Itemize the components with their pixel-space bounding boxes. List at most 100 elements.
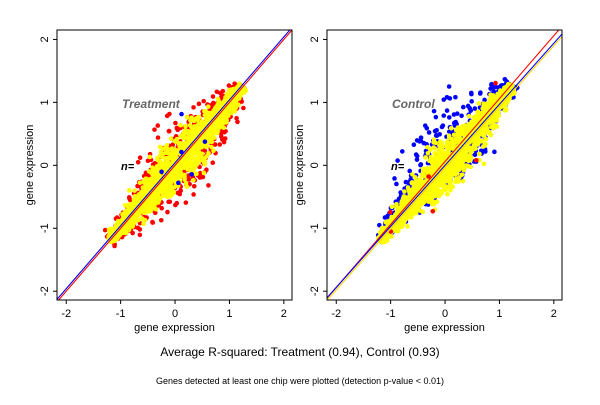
footnote: Genes detected at least one chip were pl… — [156, 376, 444, 386]
bulk-point — [467, 114, 472, 119]
bulk-point — [206, 111, 211, 116]
outlier-point — [184, 200, 189, 205]
bulk-point — [141, 185, 146, 190]
sparse-point — [203, 139, 208, 144]
bulk-point — [138, 181, 143, 186]
bulk-point — [493, 124, 498, 129]
bulk-point — [475, 142, 480, 147]
outlier-point — [478, 91, 483, 96]
bulk-point — [438, 146, 443, 151]
bulk-point — [227, 88, 232, 93]
x-tick-label: 1 — [226, 308, 232, 320]
bulk-point — [198, 123, 203, 128]
bulk-point — [449, 126, 454, 131]
bulk-point — [130, 224, 135, 229]
outlier-point — [427, 130, 432, 135]
outlier-point — [503, 77, 508, 82]
outlier-point — [467, 106, 472, 111]
bulk-point — [458, 166, 463, 171]
outlier-point — [138, 233, 143, 238]
bulk-point — [165, 143, 170, 148]
outlier-point — [415, 138, 420, 143]
outlier-point — [469, 91, 474, 96]
bulk-point — [202, 121, 207, 126]
bulk-point — [123, 203, 128, 208]
outlier-point — [459, 114, 464, 119]
outlier-point — [186, 177, 191, 182]
bulk-point — [468, 158, 473, 163]
outlier-point — [174, 126, 179, 131]
bulk-point — [477, 101, 482, 106]
outlier-point — [175, 201, 180, 206]
bulk-point — [165, 180, 170, 185]
bulk-point — [162, 191, 167, 196]
bulk-point — [477, 152, 482, 157]
bulk-point — [132, 198, 137, 203]
bulk-point — [183, 128, 188, 133]
outlier-point — [440, 125, 445, 130]
bulk-point — [487, 97, 492, 102]
bulk-point — [429, 155, 434, 160]
bulk-point — [216, 102, 221, 107]
outlier-point — [385, 214, 390, 219]
bulk-point — [462, 166, 467, 171]
y-axis-label: gene expression — [24, 125, 36, 206]
outlier-point — [152, 127, 157, 132]
bulk-point — [444, 152, 449, 157]
outlier-point — [441, 113, 446, 118]
x-axis-label: gene expression — [134, 322, 215, 334]
bulk-point — [410, 180, 415, 185]
outlier-point — [166, 200, 171, 205]
outlier-point — [138, 227, 143, 232]
y-tick-label: -2 — [39, 286, 51, 296]
bulk-point — [381, 239, 386, 244]
outlier-point — [156, 135, 161, 140]
outlier-point — [127, 196, 132, 201]
bulk-point — [151, 176, 156, 181]
bulk-point — [185, 184, 190, 189]
bulk-point — [193, 130, 198, 135]
bulk-point — [187, 156, 192, 161]
bulk-point — [206, 151, 211, 156]
bulk-point — [390, 205, 395, 210]
outlier-point — [201, 99, 206, 104]
outlier-point — [488, 86, 493, 91]
bulk-point — [407, 189, 412, 194]
bulk-point — [421, 201, 426, 206]
sparse-point — [176, 181, 181, 186]
bulk-point — [445, 192, 450, 197]
outlier-point — [177, 192, 182, 197]
bulk-point — [165, 151, 170, 156]
bulk-point — [181, 162, 186, 167]
bulk-point — [155, 158, 160, 163]
bulk-point — [169, 136, 174, 141]
bulk-point — [158, 164, 163, 169]
y-tick-label: 2 — [39, 36, 51, 42]
n-annotation: n= — [121, 161, 135, 173]
bulk-point — [194, 172, 199, 177]
bulk-point — [201, 135, 206, 140]
outlier-point — [191, 105, 196, 110]
outlier-point — [447, 115, 452, 120]
bulk-point — [178, 123, 183, 128]
outlier-point — [210, 160, 215, 165]
bulk-point — [388, 234, 393, 239]
bulk-point — [423, 155, 428, 160]
bulk-point — [413, 175, 418, 180]
bulk-point — [189, 134, 194, 139]
outlier-point — [227, 83, 232, 88]
bulk-point — [482, 162, 487, 167]
bulk-point — [147, 202, 152, 207]
bulk-point — [468, 147, 473, 152]
bulk-point — [173, 139, 178, 144]
bulk-point — [143, 218, 148, 223]
outlier-point — [423, 123, 428, 128]
bulk-point — [118, 219, 123, 224]
outlier-point — [469, 99, 474, 104]
outlier-point — [219, 134, 224, 139]
bulk-point — [154, 207, 159, 212]
bulk-point — [457, 157, 462, 162]
